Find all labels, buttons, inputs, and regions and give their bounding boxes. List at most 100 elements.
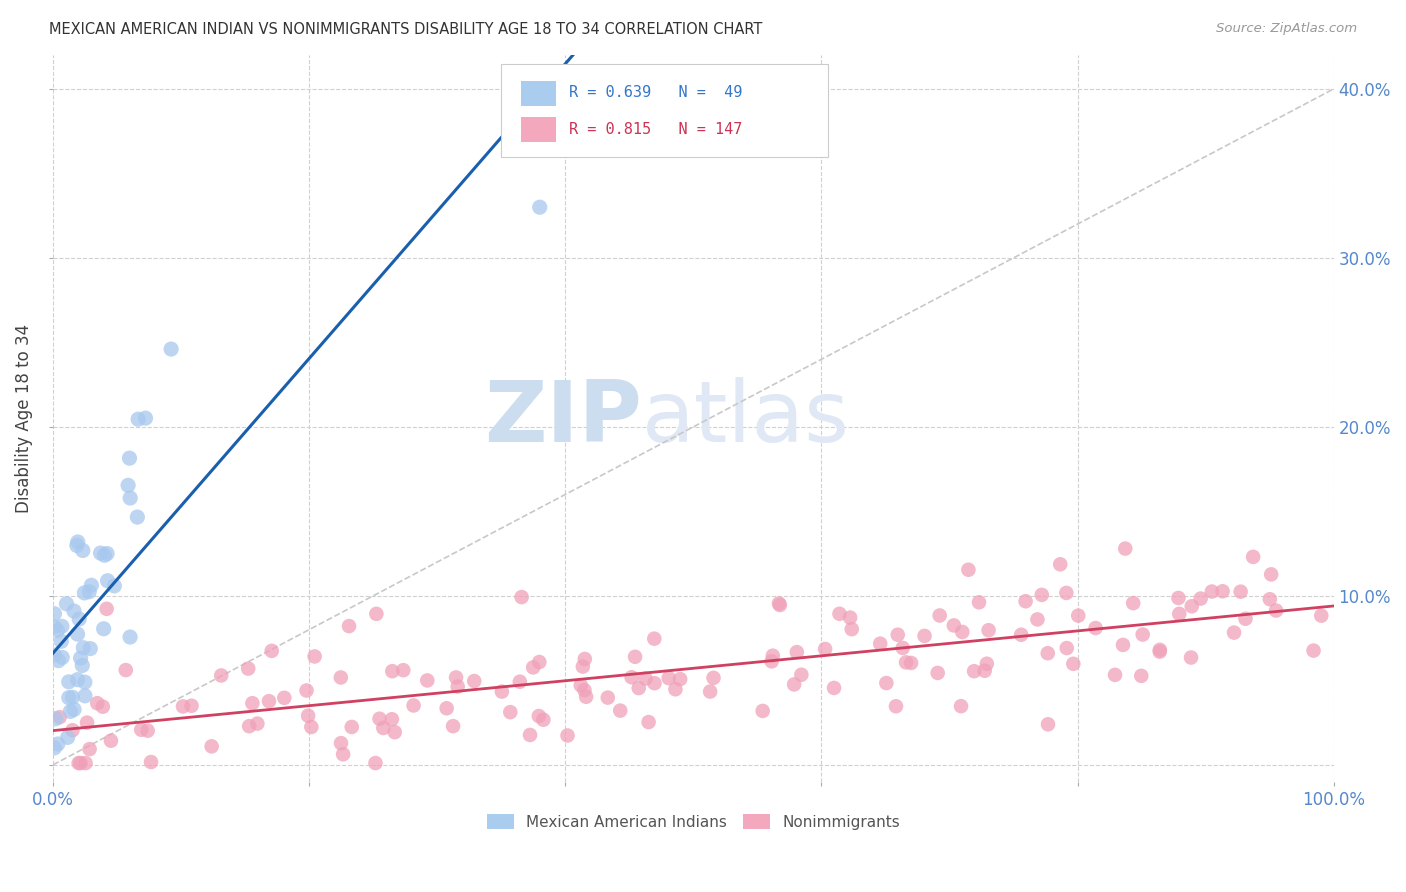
Point xyxy=(100,733,122,747)
Point xyxy=(869,637,891,651)
Point xyxy=(1054,586,1077,600)
FancyBboxPatch shape xyxy=(520,80,557,106)
Point xyxy=(1260,567,1282,582)
Point xyxy=(364,756,387,770)
Point xyxy=(1189,591,1212,606)
Point xyxy=(368,712,391,726)
Point xyxy=(373,721,395,735)
Point xyxy=(463,674,485,689)
Point xyxy=(136,723,159,738)
Point xyxy=(332,747,354,762)
Point xyxy=(76,715,98,730)
Point xyxy=(297,708,319,723)
Point xyxy=(1229,584,1251,599)
Point xyxy=(180,698,202,713)
Point xyxy=(627,681,650,695)
Point xyxy=(1265,603,1288,617)
Point xyxy=(67,756,90,770)
Point xyxy=(664,682,686,697)
Point xyxy=(1181,599,1204,614)
Point xyxy=(967,595,990,609)
Point xyxy=(790,667,813,681)
Point xyxy=(669,672,692,686)
Point xyxy=(1112,638,1135,652)
Point xyxy=(139,755,162,769)
Point xyxy=(260,644,283,658)
Point xyxy=(751,704,773,718)
Point xyxy=(46,624,69,638)
Point xyxy=(1302,643,1324,657)
Point xyxy=(129,723,152,737)
Point xyxy=(942,618,965,632)
Point xyxy=(80,578,103,592)
Point xyxy=(574,683,596,698)
Point xyxy=(66,539,89,553)
Point xyxy=(1234,612,1257,626)
Point xyxy=(51,650,73,665)
Point xyxy=(828,607,851,621)
Point xyxy=(134,411,156,425)
Point xyxy=(304,649,326,664)
Point xyxy=(62,690,84,705)
Point xyxy=(875,676,897,690)
Point xyxy=(246,716,269,731)
Point xyxy=(90,546,112,560)
Point xyxy=(44,740,66,755)
Point xyxy=(436,701,458,715)
Point xyxy=(509,674,531,689)
Point xyxy=(117,478,139,492)
Point xyxy=(699,684,721,698)
Text: atlas: atlas xyxy=(643,377,851,460)
Point xyxy=(1049,558,1071,572)
Point xyxy=(127,510,149,524)
Text: Source: ZipAtlas.com: Source: ZipAtlas.com xyxy=(1216,22,1357,36)
Point xyxy=(44,620,66,634)
Point xyxy=(103,579,125,593)
Point xyxy=(510,590,533,604)
Point xyxy=(957,563,980,577)
Point xyxy=(127,412,149,426)
Point xyxy=(1149,642,1171,657)
Text: R = 0.815   N = 147: R = 0.815 N = 147 xyxy=(569,121,742,136)
Point xyxy=(201,739,224,754)
Point xyxy=(447,680,470,694)
Point xyxy=(340,720,363,734)
Point xyxy=(96,547,118,561)
Point xyxy=(93,622,115,636)
Point xyxy=(1104,668,1126,682)
Point xyxy=(768,596,790,610)
Point xyxy=(402,698,425,713)
Text: MEXICAN AMERICAN INDIAN VS NONIMMIGRANTS DISABILITY AGE 18 TO 34 CORRELATION CHA: MEXICAN AMERICAN INDIAN VS NONIMMIGRANTS… xyxy=(49,22,762,37)
Point xyxy=(62,723,84,738)
Point xyxy=(529,200,551,214)
Point xyxy=(273,690,295,705)
Point xyxy=(66,627,89,641)
Point xyxy=(416,673,439,688)
Point xyxy=(97,574,120,588)
Point xyxy=(114,663,136,677)
Point xyxy=(702,671,724,685)
Point xyxy=(1258,592,1281,607)
Point xyxy=(1167,591,1189,605)
Point xyxy=(381,712,404,726)
Point xyxy=(839,610,862,624)
Point xyxy=(894,656,917,670)
Point xyxy=(1201,584,1223,599)
Point xyxy=(927,665,949,680)
Point xyxy=(557,729,579,743)
Point xyxy=(1241,549,1264,564)
Point xyxy=(950,624,973,639)
Point xyxy=(329,671,352,685)
Point xyxy=(48,654,70,668)
Point xyxy=(366,607,388,621)
Point xyxy=(761,654,783,668)
Point xyxy=(120,491,142,505)
Point xyxy=(900,656,922,670)
Point xyxy=(55,597,77,611)
Point xyxy=(69,756,91,770)
Point xyxy=(73,586,96,600)
Point xyxy=(976,657,998,671)
Point xyxy=(72,658,94,673)
Point xyxy=(51,619,73,633)
Point xyxy=(596,690,619,705)
